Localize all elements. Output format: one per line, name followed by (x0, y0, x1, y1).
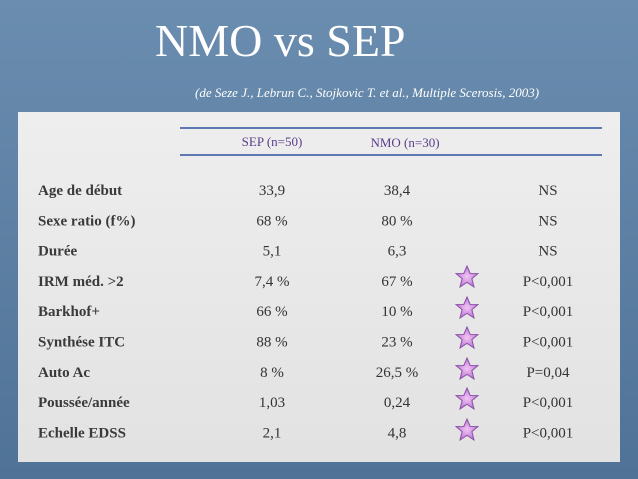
nmo-value: 6,3 (388, 244, 407, 260)
nmo-value: 67 % (381, 274, 412, 290)
sep-value: 66 % (256, 304, 287, 320)
sep-value: 8 % (260, 365, 284, 381)
row-label: Sexe ratio (f%) (38, 213, 135, 229)
p-value: P<0,001 (523, 274, 574, 290)
p-value: P<0,001 (523, 304, 574, 320)
row-label: Auto Ac (38, 365, 90, 381)
sep-value: 2,1 (263, 425, 282, 441)
nmo-value: 10 % (381, 304, 412, 320)
nmo-value: 38,4 (384, 183, 411, 199)
row-label: Durée (38, 244, 77, 260)
p-value: P<0,001 (523, 395, 574, 411)
sep-value: 5,1 (263, 244, 282, 260)
row-label: Synthése ITC (38, 335, 125, 351)
p-value: P<0,001 (523, 335, 574, 351)
subtitle: (de Seze J., Lebrun C., Stojkovic T. et … (195, 85, 539, 100)
nmo-value: 26,5 % (376, 365, 419, 381)
p-value: NS (538, 183, 557, 199)
title: NMO vs SEP (155, 15, 406, 66)
column-header: NMO (n=30) (370, 135, 439, 150)
nmo-value: 23 % (381, 335, 412, 351)
sep-value: 33,9 (259, 183, 285, 199)
p-value: NS (538, 244, 557, 260)
row-label: IRM méd. >2 (38, 274, 124, 290)
sep-value: 7,4 % (255, 274, 290, 290)
p-value: P=0,04 (526, 365, 570, 381)
nmo-value: 0,24 (384, 395, 411, 411)
sep-value: 1,03 (259, 395, 285, 411)
p-value: P<0,001 (523, 425, 574, 441)
nmo-value: 4,8 (388, 425, 407, 441)
row-label: Age de début (38, 183, 122, 199)
table-panel (18, 112, 620, 462)
p-value: NS (538, 213, 557, 229)
nmo-value: 80 % (381, 213, 412, 229)
sep-value: 68 % (256, 213, 287, 229)
column-header: SEP (n=50) (242, 134, 303, 149)
table-body: Age de début 33,9 38,4 NS Sexe ratio (f%) 68 … (38, 183, 573, 441)
row-label: Barkhof+ (38, 304, 100, 320)
row-label: Echelle EDSS (38, 425, 126, 441)
sep-value: 88 % (256, 335, 287, 351)
row-label: Poussée/année (38, 395, 130, 411)
